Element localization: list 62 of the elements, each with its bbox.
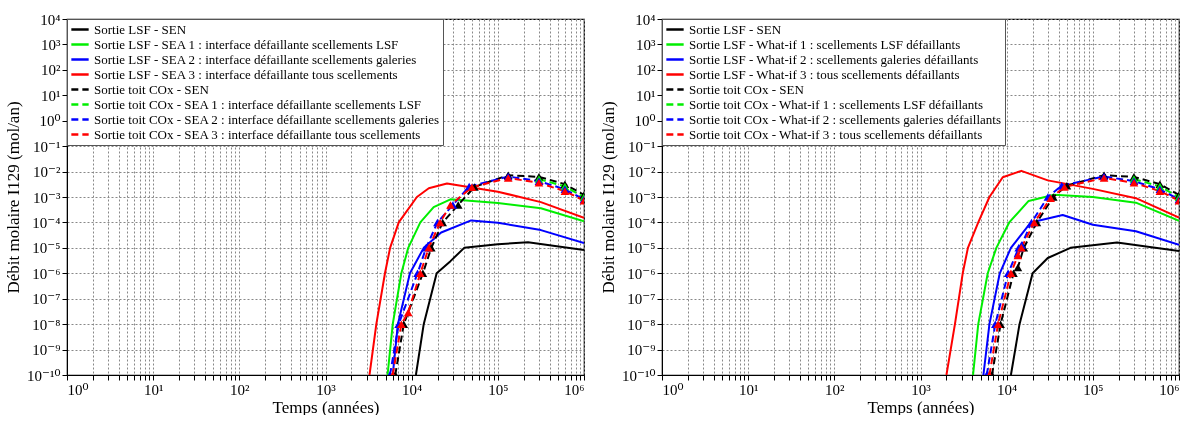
legend-label: Sortie toit COx - SEN (689, 81, 805, 97)
legend-label: Sortie LSF - SEA 3 : interface défaillante tous scellements (94, 66, 398, 82)
x-tick-label: 10⁵ (1083, 381, 1104, 398)
y-tick-label: 10⁴ (635, 11, 656, 28)
y-tick-label: 10⁻¹ (628, 138, 656, 155)
legend-label: Sortie toit COx - SEN (94, 81, 210, 97)
y-tick-label: 10⁻² (628, 164, 656, 181)
y-tick-label: 10⁻⁷ (627, 291, 656, 308)
legend-label: Sortie toit COx - What-if 2 : scellements galeries défaillants (689, 111, 1002, 127)
y-tick-label: 10⁻⁸ (32, 316, 61, 333)
y-tick-label: 10⁻⁴ (32, 214, 61, 231)
x-tick-label: 10³ (316, 381, 337, 398)
y-tick-label: 10⁴ (40, 11, 61, 28)
y-tick-label: 10⁻⁶ (32, 265, 61, 282)
legend-label: Sortie toit COx - SEA 1 : interface défaillante scellements LSF (94, 96, 422, 112)
x-tick-label: 10⁴ (997, 381, 1018, 398)
legend-label: Sortie toit COx - What-if 3 : tous scellements défaillants (689, 126, 983, 142)
y-tick-label: 10⁻⁶ (627, 265, 656, 282)
legend-label: Sortie toit COx - SEA 2 : interface défaillante scellements galeries (94, 111, 440, 127)
x-tick-label: 10¹ (738, 381, 759, 398)
x-tick-label: 10² (825, 381, 846, 398)
y-tick-label: 10⁻⁷ (32, 291, 61, 308)
y-tick-label: 10⁻⁸ (627, 316, 656, 333)
y-axis-title: Débit molaire I129 (mol/an) (599, 101, 619, 294)
y-tick-label: 10⁰ (634, 113, 656, 130)
x-tick-label: 10⁶ (1159, 381, 1180, 398)
y-tick-label: 10⁻⁹ (627, 342, 656, 359)
y-axis-title: Débit molaire I129 (mol/an) (4, 101, 24, 294)
legend-label: Sortie LSF - What-if 2 : scellements galeries défaillants (689, 51, 979, 67)
x-tick-label: 10³ (911, 381, 932, 398)
y-tick-label: 10² (41, 62, 61, 79)
y-tick-label: 10⁻⁵ (32, 240, 61, 257)
y-tick-label: 10⁻³ (628, 189, 656, 206)
legend-label: Sortie LSF - SEA 2 : interface défaillante scellements galeries (94, 51, 417, 67)
y-tick-label: 10⁻³ (33, 189, 61, 206)
x-tick-label: 10⁰ (67, 381, 89, 398)
y-tick-label: 10¹ (636, 87, 656, 104)
y-tick-label: 10² (636, 62, 656, 79)
x-tick-label: 10⁶ (564, 381, 585, 398)
y-tick-label: 10⁻¹ (33, 138, 61, 155)
x-tick-label: 10⁴ (402, 381, 423, 398)
legend-label: Sortie toit COx - SEA 3 : interface défaillante tous scellements (94, 126, 421, 142)
legend-label: Sortie LSF - SEN (94, 21, 187, 37)
y-tick-label: 10⁻⁵ (627, 240, 656, 257)
y-tick-label: 10⁰ (39, 113, 61, 130)
x-tick-label: 10⁵ (488, 381, 509, 398)
y-tick-label: 10¹ (41, 87, 61, 104)
legend-label: Sortie LSF - SEA 1 : interface défaillante scellements LSF (94, 36, 399, 52)
y-tick-label: 10⁻⁴ (627, 214, 656, 231)
x-tick-label: 10⁰ (662, 381, 684, 398)
legend-label: Sortie LSF - What-if 3 : tous scellements défaillants (689, 66, 960, 82)
legend-label: Sortie LSF - What-if 1 : scellements LSF défaillants (689, 36, 961, 52)
y-tick-label: 10⁻¹⁰ (27, 367, 61, 384)
y-tick-label: 10³ (41, 36, 61, 53)
legend-label: Sortie toit COx - What-if 1 : scellements LSF défaillants (689, 96, 984, 112)
x-tick-label: 10¹ (143, 381, 164, 398)
y-tick-label: 10⁻² (33, 164, 61, 181)
y-tick-label: 10³ (636, 36, 656, 53)
y-tick-label: 10⁻⁹ (32, 342, 61, 359)
x-tick-label: 10² (230, 381, 251, 398)
y-tick-label: 10⁻¹⁰ (622, 367, 656, 384)
legend-label: Sortie LSF - SEN (689, 21, 782, 37)
